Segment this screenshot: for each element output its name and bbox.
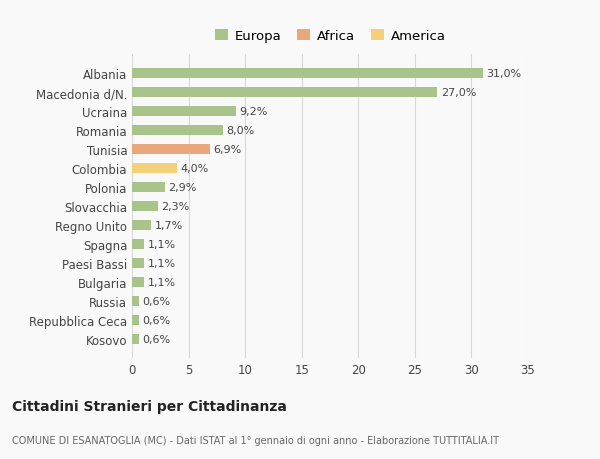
Bar (132, 277, 145, 287)
Bar (132, 106, 236, 117)
Bar (132, 126, 223, 136)
Bar (132, 220, 151, 231)
Text: 1,7%: 1,7% (155, 220, 183, 230)
Bar (132, 182, 165, 193)
Text: 6,9%: 6,9% (214, 145, 242, 155)
Text: 2,9%: 2,9% (168, 183, 197, 193)
Bar (132, 69, 483, 79)
Text: 0,6%: 0,6% (142, 296, 170, 306)
Text: 27,0%: 27,0% (441, 88, 476, 98)
Legend: Europa, Africa, America: Europa, Africa, America (212, 27, 448, 45)
Bar (132, 88, 437, 98)
Bar (132, 315, 139, 325)
Text: COMUNE DI ESANATOGLIA (MC) - Dati ISTAT al 1° gennaio di ogni anno - Elaborazion: COMUNE DI ESANATOGLIA (MC) - Dati ISTAT … (12, 435, 499, 445)
Bar (132, 258, 145, 269)
Bar (132, 163, 177, 174)
Text: 9,2%: 9,2% (239, 107, 268, 117)
Bar (132, 296, 139, 307)
Text: Cittadini Stranieri per Cittadinanza: Cittadini Stranieri per Cittadinanza (12, 399, 287, 413)
Text: 1,1%: 1,1% (148, 240, 176, 249)
Bar (132, 202, 158, 212)
Text: 1,1%: 1,1% (148, 277, 176, 287)
Bar (132, 334, 139, 344)
Text: 31,0%: 31,0% (486, 69, 521, 79)
Bar (132, 239, 145, 250)
Text: 2,3%: 2,3% (161, 202, 190, 212)
Text: 1,1%: 1,1% (148, 258, 176, 269)
Text: 8,0%: 8,0% (226, 126, 254, 136)
Bar (132, 145, 210, 155)
Text: 0,6%: 0,6% (142, 315, 170, 325)
Text: 0,6%: 0,6% (142, 334, 170, 344)
Text: 4,0%: 4,0% (181, 164, 209, 174)
